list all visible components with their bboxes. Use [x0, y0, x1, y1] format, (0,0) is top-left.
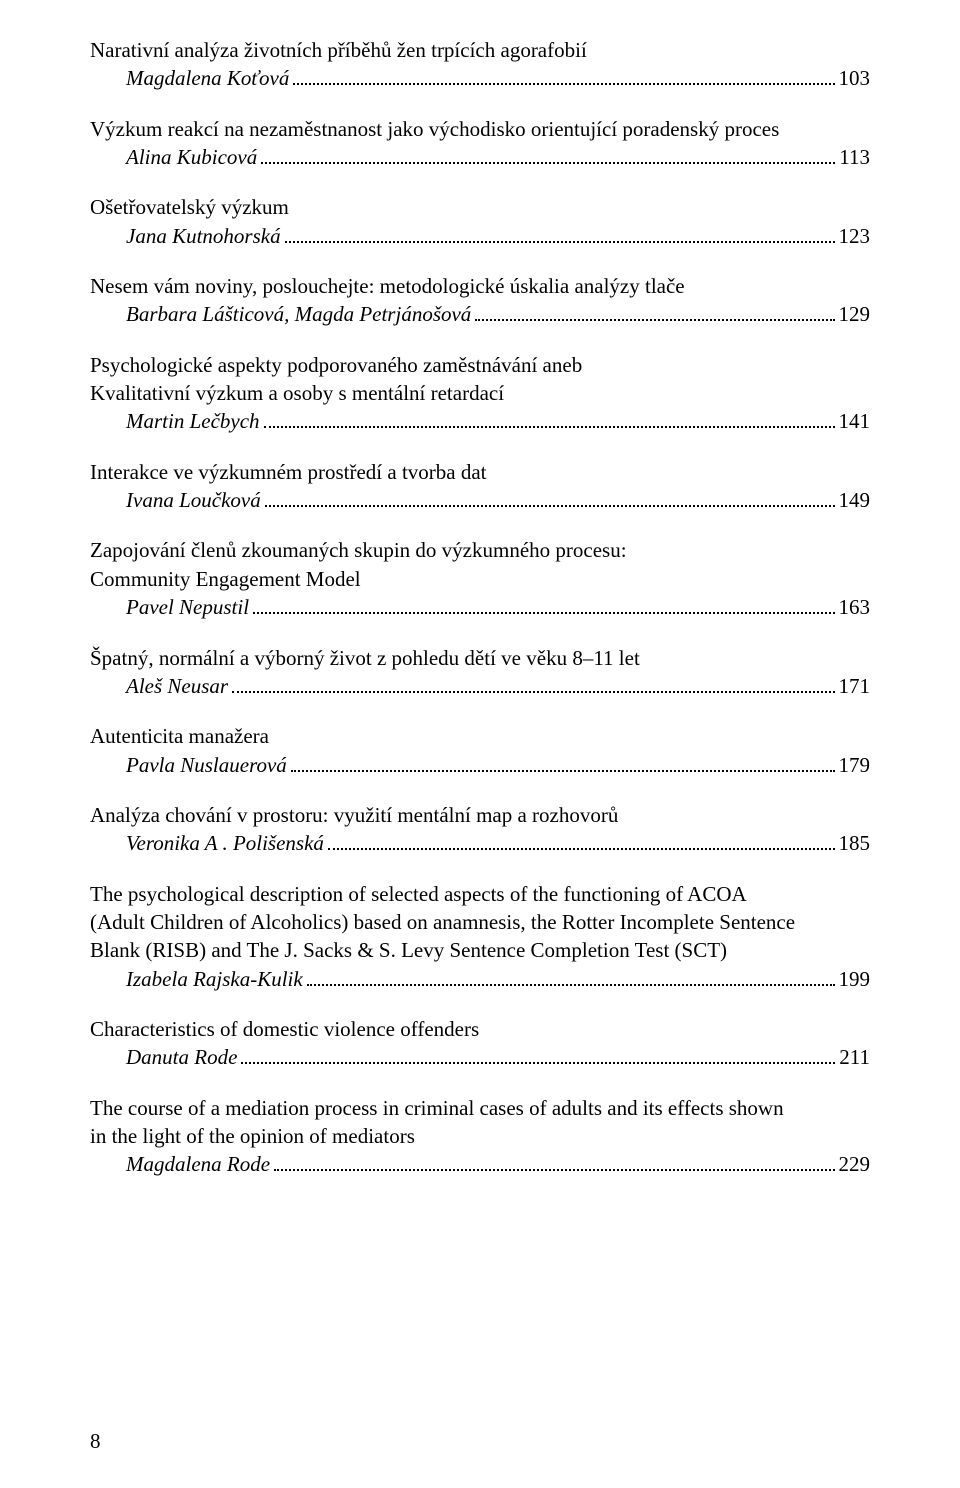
leader-dots [264, 413, 835, 429]
entry-author: Alina Kubicová [126, 143, 257, 171]
entry-page: 229 [839, 1150, 871, 1178]
entry-author: Martin Lečbych [126, 407, 260, 435]
entry-title: The psychological description of selecte… [90, 880, 870, 908]
entry-page: 149 [839, 486, 871, 514]
entry-author: Pavla Nuslauerová [126, 751, 287, 779]
entry-page: 163 [839, 593, 871, 621]
entry-author-line: Aleš Neusar 171 [90, 672, 870, 700]
entry-author: Danuta Rode [126, 1043, 237, 1071]
entry-author: Barbara Lášticová, Magda Petrjánošová [126, 300, 471, 328]
entry-page: 171 [839, 672, 871, 700]
leader-dots [253, 599, 834, 615]
entry-author-line: Danuta Rode 211 [90, 1043, 870, 1071]
leader-dots [291, 756, 835, 772]
entry-page: 179 [839, 751, 871, 779]
entry-page: 103 [839, 64, 871, 92]
entry-page: 129 [839, 300, 871, 328]
toc-entry: Interakce ve výzkumném prostředí a tvorb… [90, 458, 870, 515]
entry-author-line: Jana Kutnohorská 123 [90, 222, 870, 250]
toc-entry: Psychologické aspekty podporovaného zamě… [90, 351, 870, 436]
page-number: 8 [90, 1429, 101, 1454]
toc-entry: Analýza chování v prostoru: využití ment… [90, 801, 870, 858]
toc-entry: Zapojování členů zkoumaných skupin do vý… [90, 536, 870, 621]
entry-author: Veronika A . Polišenská [126, 829, 324, 857]
leader-dots [241, 1049, 835, 1065]
entry-author: Magdalena Koťová [126, 64, 289, 92]
entry-author: Magdalena Rode [126, 1150, 270, 1178]
toc-entry: Characteristics of domestic violence off… [90, 1015, 870, 1072]
entry-page: 123 [839, 222, 871, 250]
entry-title: Nesem vám noviny, poslouchejte: metodolo… [90, 272, 870, 300]
entry-author-line: Izabela Rajska-Kulik 199 [90, 965, 870, 993]
entry-title: in the light of the opinion of mediators [90, 1122, 870, 1150]
entry-title: Špatný, normální a výborný život z pohle… [90, 644, 870, 672]
entry-author: Aleš Neusar [126, 672, 228, 700]
entry-author-line: Pavel Nepustil 163 [90, 593, 870, 621]
entry-title: Community Engagement Model [90, 565, 870, 593]
entry-title: Interakce ve výzkumném prostředí a tvorb… [90, 458, 870, 486]
toc-page: Narativní analýza životních příběhů žen … [0, 0, 960, 1488]
entry-author-line: Alina Kubicová 113 [90, 143, 870, 171]
leader-dots [285, 227, 835, 243]
entry-title: Ošetřovatelský výzkum [90, 193, 870, 221]
entry-title: Zapojování členů zkoumaných skupin do vý… [90, 536, 870, 564]
entry-title: The course of a mediation process in cri… [90, 1094, 870, 1122]
entry-author: Ivana Loučková [126, 486, 261, 514]
toc-entry: The course of a mediation process in cri… [90, 1094, 870, 1179]
leader-dots [475, 306, 834, 322]
entry-author-line: Martin Lečbych 141 [90, 407, 870, 435]
entry-title: Analýza chování v prostoru: využití ment… [90, 801, 870, 829]
entry-author: Pavel Nepustil [126, 593, 249, 621]
entry-author-line: Barbara Lášticová, Magda Petrjánošová 129 [90, 300, 870, 328]
leader-dots [261, 148, 835, 164]
entry-author-line: Pavla Nuslauerová 179 [90, 751, 870, 779]
entry-title: Výzkum reakcí na nezaměstnanost jako výc… [90, 115, 870, 143]
entry-page: 199 [839, 965, 871, 993]
entry-title: Autenticita manažera [90, 722, 870, 750]
toc-entry: Výzkum reakcí na nezaměstnanost jako výc… [90, 115, 870, 172]
toc-entry: Špatný, normální a výborný život z pohle… [90, 644, 870, 701]
entry-title: Blank (RISB) and The J. Sacks & S. Levy … [90, 936, 870, 964]
entry-author: Jana Kutnohorská [126, 222, 281, 250]
leader-dots [307, 970, 835, 986]
entry-author-line: Magdalena Rode 229 [90, 1150, 870, 1178]
toc-entry: Autenticita manažeraPavla Nuslauerová 179 [90, 722, 870, 779]
toc-entry: The psychological description of selecte… [90, 880, 870, 993]
toc-entry: Nesem vám noviny, poslouchejte: metodolo… [90, 272, 870, 329]
entry-author-line: Veronika A . Polišenská 185 [90, 829, 870, 857]
entry-title: (Adult Children of Alcoholics) based on … [90, 908, 870, 936]
leader-dots [274, 1156, 834, 1172]
entry-page: 211 [839, 1043, 870, 1071]
entry-title: Psychologické aspekty podporovaného zamě… [90, 351, 870, 379]
entry-author-line: Ivana Loučková 149 [90, 486, 870, 514]
entry-author: Izabela Rajska-Kulik [126, 965, 303, 993]
leader-dots [328, 835, 835, 851]
entry-title: Characteristics of domestic violence off… [90, 1015, 870, 1043]
leader-dots [265, 491, 835, 507]
entry-page: 141 [839, 407, 871, 435]
entry-title: Kvalitativní výzkum a osoby s mentální r… [90, 379, 870, 407]
entry-page: 185 [839, 829, 871, 857]
leader-dots [232, 677, 834, 693]
entry-title: Narativní analýza životních příběhů žen … [90, 36, 870, 64]
entry-page: 113 [839, 143, 870, 171]
leader-dots [293, 70, 834, 86]
toc-entry: Ošetřovatelský výzkumJana Kutnohorská 123 [90, 193, 870, 250]
entry-author-line: Magdalena Koťová 103 [90, 64, 870, 92]
toc-entries: Narativní analýza životních příběhů žen … [90, 36, 870, 1179]
toc-entry: Narativní analýza životních příběhů žen … [90, 36, 870, 93]
